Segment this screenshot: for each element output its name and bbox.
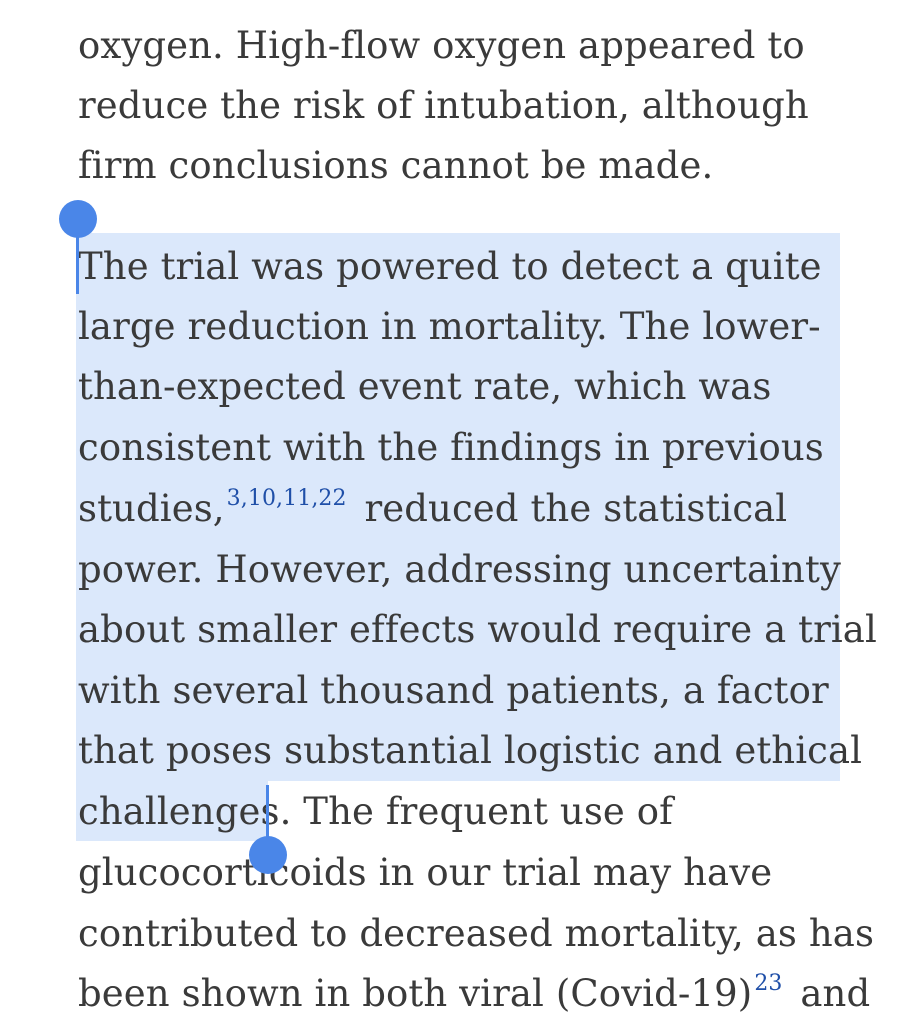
body-text-segment[interactable]: studies,: [78, 487, 225, 530]
body-text-line[interactable]: that poses substantial logistic and ethi…: [78, 729, 863, 772]
citation-reference-link[interactable]: 23: [754, 971, 783, 996]
text-selection-highlight-last-line: [76, 781, 268, 841]
body-text-line[interactable]: glucocorticoids in our trial may have: [78, 851, 773, 894]
body-text-segment[interactable]: and: [788, 972, 871, 1015]
body-text-line: reduce the risk of intubation, although: [78, 84, 809, 127]
body-text-line[interactable]: contributed to decreased mortality, as h…: [78, 912, 875, 955]
body-text-segment[interactable]: . The frequent use of: [279, 790, 673, 833]
selection-start-handle[interactable]: [59, 200, 97, 238]
body-text-line: oxygen. High-flow oxygen appeared to: [78, 24, 805, 67]
selection-end-caret: [266, 785, 269, 845]
body-text-segment[interactable]: been shown in both viral (Covid-19): [78, 972, 753, 1015]
body-text-line[interactable]: with several thousand patients, a factor: [78, 669, 829, 712]
body-text-line: firm conclusions cannot be made.: [78, 144, 714, 187]
selection-end-handle[interactable]: [249, 836, 287, 874]
body-text-line[interactable]: large reduction in mortality. The lower-: [78, 305, 821, 348]
body-text-line[interactable]: consistent with the findings in previous: [78, 426, 824, 469]
body-text-line[interactable]: than-expected event rate, which was: [78, 365, 772, 408]
body-text-line[interactable]: about smaller effects would require a tr…: [78, 608, 877, 651]
body-text-line[interactable]: power. However, addressing uncertainty: [78, 548, 841, 591]
body-text-segment[interactable]: reduced the statistical: [352, 487, 788, 530]
selection-start-caret: [76, 232, 79, 294]
text-selection-highlight: [76, 233, 840, 781]
citation-reference-link[interactable]: 3,10,11,22: [226, 486, 347, 511]
body-text-segment[interactable]: challenges: [78, 790, 280, 833]
body-text-line-with-citation[interactable]: been shown in both viral (Covid-19)23 an…: [78, 964, 870, 1024]
body-text-line[interactable]: The trial was powered to detect a quite: [78, 245, 822, 288]
body-text-line-selection-end[interactable]: challenges. The frequent use of: [78, 782, 673, 842]
body-text-line-with-citation[interactable]: studies,3,10,11,22 reduced the statistic…: [78, 479, 787, 539]
